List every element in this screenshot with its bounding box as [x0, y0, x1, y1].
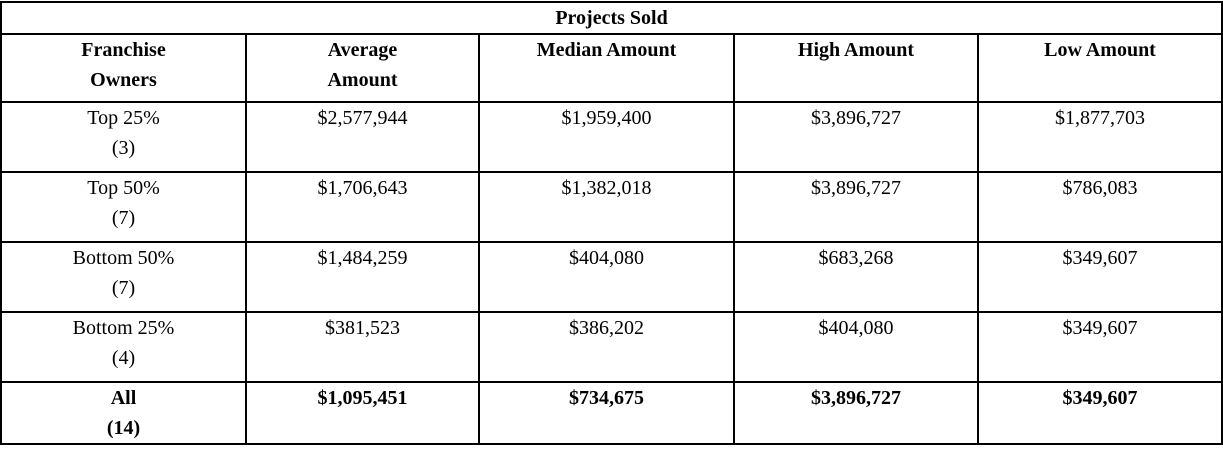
- projects-sold-table: Projects Sold Franchise Owners Average A…: [0, 1, 1223, 445]
- table-row-top-50: Top 50% (7) $1,706,643 $1,382,018 $3,896…: [0, 171, 1223, 243]
- cell-high-top-25: $3,896,727: [733, 101, 979, 173]
- col-header-low-amount: Low Amount: [976, 33, 1223, 103]
- cell-owner-top-50: Top 50% (7): [0, 171, 247, 243]
- cell-owner-all: All (14): [0, 381, 247, 445]
- owner-label: Top 25%: [87, 107, 160, 129]
- cell-average-bottom-50: $1,484,259: [245, 241, 480, 313]
- cell-high-all: $3,896,727: [733, 381, 979, 445]
- owner-label: Bottom 50%: [72, 247, 175, 269]
- owner-label: Top 50%: [87, 177, 160, 199]
- cell-high-bottom-50: $683,268: [733, 241, 979, 313]
- owner-count: (14): [106, 417, 141, 439]
- table-row-bottom-25: Bottom 25% (4) $381,523 $386,202 $404,08…: [0, 311, 1223, 383]
- cell-high-bottom-25: $404,080: [733, 311, 979, 383]
- table-title-row: Projects Sold: [0, 1, 1223, 35]
- cell-average-all: $1,095,451: [245, 381, 480, 445]
- cell-owner-top-25: Top 25% (3): [0, 101, 247, 173]
- cell-low-top-25: $1,877,703: [976, 101, 1223, 173]
- cell-low-bottom-50: $349,607: [976, 241, 1223, 313]
- col-header-high-amount: High Amount: [733, 33, 979, 103]
- owner-count: (4): [111, 347, 136, 369]
- header-line: Amount: [327, 69, 398, 91]
- cell-median-bottom-50: $404,080: [478, 241, 735, 313]
- header-line: Average: [327, 39, 398, 61]
- table-row-bottom-50: Bottom 50% (7) $1,484,259 $404,080 $683,…: [0, 241, 1223, 313]
- table-row-all-total: All (14) $1,095,451 $734,675 $3,896,727 …: [0, 381, 1223, 445]
- cell-average-top-50: $1,706,643: [245, 171, 480, 243]
- cell-average-bottom-25: $381,523: [245, 311, 480, 383]
- table-row-top-25: Top 25% (3) $2,577,944 $1,959,400 $3,896…: [0, 101, 1223, 173]
- cell-low-bottom-25: $349,607: [976, 311, 1223, 383]
- col-header-franchise-owners: Franchise Owners: [0, 33, 247, 103]
- cell-low-all: $349,607: [976, 381, 1223, 445]
- cell-owner-bottom-25: Bottom 25% (4): [0, 311, 247, 383]
- owner-label: All: [110, 387, 137, 409]
- col-header-average-amount: Average Amount: [245, 33, 480, 103]
- owner-count: (7): [111, 207, 136, 229]
- header-line: Median Amount: [536, 39, 677, 61]
- header-line: High Amount: [797, 39, 915, 61]
- owner-count: (7): [111, 277, 136, 299]
- cell-median-top-50: $1,382,018: [478, 171, 735, 243]
- cell-median-all: $734,675: [478, 381, 735, 445]
- col-header-median-amount: Median Amount: [478, 33, 735, 103]
- cell-median-bottom-25: $386,202: [478, 311, 735, 383]
- table-title: Projects Sold: [0, 1, 1223, 35]
- cell-low-top-50: $786,083: [976, 171, 1223, 243]
- header-line: Franchise: [81, 39, 166, 61]
- owner-count: (3): [111, 137, 136, 159]
- header-line: Low Amount: [1044, 39, 1156, 61]
- cell-high-top-50: $3,896,727: [733, 171, 979, 243]
- cell-owner-bottom-50: Bottom 50% (7): [0, 241, 247, 313]
- cell-average-top-25: $2,577,944: [245, 101, 480, 173]
- header-line: Owners: [90, 69, 157, 91]
- owner-label: Bottom 25%: [72, 317, 175, 339]
- cell-median-top-25: $1,959,400: [478, 101, 735, 173]
- table-header-row: Franchise Owners Average Amount Median A…: [0, 33, 1223, 103]
